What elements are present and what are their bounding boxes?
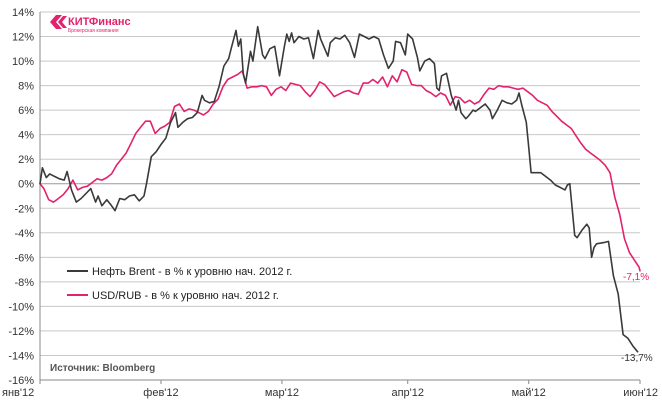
y-tick-label: -8% [14,277,34,289]
y-tick-label: 14% [12,7,34,19]
x-tick-label: фев'12 [143,387,178,399]
end-label-usdrub: -7,1% [623,272,649,283]
x-tick-label: июн'12 [623,387,658,399]
series-line-brent [39,25,639,353]
x-axis: янв'12 фев'12 мар'12 апр'12 май'12 июн'12 [2,379,658,399]
y-tick-label: 10% [12,56,34,68]
logo-tagline: Брокерская компания [68,28,119,34]
y-axis: -16% -14% -12% -10% -8% -6% -4% -2% 0% 2% 4% 6% 8% 10… [8,7,41,387]
y-tick-label: 0% [18,179,34,191]
x-tick-label: янв'12 [2,387,34,399]
source-note: Источник: Bloomberg [50,363,155,374]
end-label-brent: -13,7% [621,353,653,364]
y-tick-label: 8% [18,81,34,93]
y-tick-label: 2% [18,154,34,166]
legend-label-usdrub: USD/RUB - в % к уровню нач. 2012 г. [92,290,279,302]
y-tick-label: -12% [8,326,34,338]
logo: КИТФинанс Брокерская компания [50,15,131,34]
legend-label-brent: Нефть Brent - в % к уровню нач. 2012 г. [92,266,292,278]
y-tick-label: -6% [14,252,34,264]
y-tick-label: -2% [14,203,34,215]
logo-mark-icon [50,15,67,29]
y-tick-label: 12% [12,32,34,44]
y-tick-label: 6% [18,105,34,117]
legend: Нефть Brent - в % к уровню нач. 2012 г. … [67,266,292,302]
x-tick-label: май'12 [512,387,546,399]
y-tick-label: -14% [8,350,34,362]
series-layer [39,25,641,353]
y-tick-label: 4% [18,130,34,142]
x-tick-label: апр'12 [391,387,424,399]
gridlines [40,11,640,381]
x-tick-label: мар'12 [265,387,299,399]
y-tick-label: -10% [8,301,34,313]
logo-brand: КИТФинанс [68,16,131,28]
y-tick-label: -16% [8,375,34,387]
y-tick-label: -4% [14,228,34,240]
series-line-usdrub [39,68,641,272]
